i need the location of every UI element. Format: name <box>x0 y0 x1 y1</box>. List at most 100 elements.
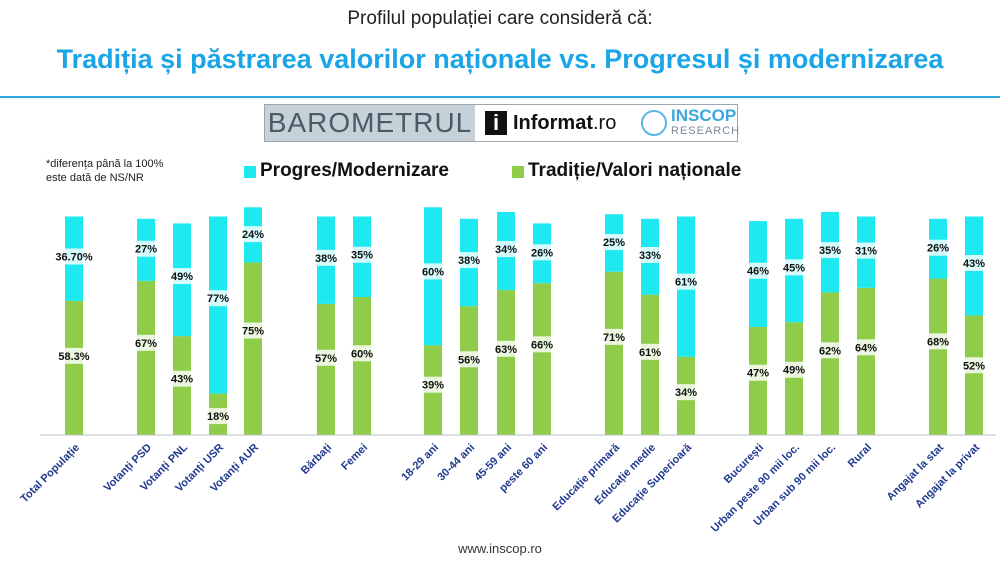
label-progress-7: 60% <box>419 263 447 280</box>
xtick-label-7: 18-29 ani <box>399 442 441 484</box>
label-progress-10: 26% <box>528 244 556 261</box>
label-progress-0-text: 36.70% <box>55 251 93 263</box>
label-tradition-7-text: 39% <box>422 380 444 392</box>
label-progress-11-bg <box>600 234 628 251</box>
label-progress-4-text: 24% <box>242 229 264 241</box>
label-tradition-18: 68% <box>924 333 952 350</box>
legend-swatch-progress <box>244 166 256 178</box>
label-tradition-0: 58.3% <box>53 347 95 364</box>
label-progress-8-bg <box>455 252 483 269</box>
bar-tradition-5 <box>317 303 335 435</box>
label-progress-5-bg <box>312 249 340 266</box>
label-progress-19: 43% <box>960 255 988 272</box>
label-tradition-11: 71% <box>600 328 628 345</box>
label-tradition-18-text: 68% <box>927 336 949 348</box>
label-tradition-13-text: 34% <box>675 387 697 399</box>
label-tradition-1-text: 67% <box>135 338 157 350</box>
bar-tradition-18 <box>929 278 947 435</box>
label-progress-18-text: 26% <box>927 243 949 255</box>
label-progress-10-text: 26% <box>531 247 553 259</box>
label-tradition-12: 61% <box>636 343 664 360</box>
informat-name: Informat <box>513 112 593 134</box>
bar-tradition-19 <box>965 315 983 435</box>
label-tradition-16-text: 62% <box>819 345 841 357</box>
label-tradition-12-bg <box>636 343 664 360</box>
label-tradition-16: 62% <box>816 342 844 359</box>
label-tradition-14-bg <box>744 364 772 381</box>
legend-swatch-tradition <box>512 166 524 178</box>
label-tradition-11-bg <box>600 328 628 345</box>
label-tradition-8-text: 56% <box>458 354 480 366</box>
bar-tradition-12 <box>641 294 659 435</box>
bar-tradition-8 <box>460 306 478 435</box>
label-progress-13-bg <box>672 273 700 290</box>
label-progress-16: 35% <box>816 242 844 259</box>
label-progress-14: 46% <box>744 262 772 279</box>
label-tradition-0-text: 58.3% <box>58 351 89 363</box>
label-progress-4: 24% <box>239 226 267 243</box>
label-progress-3-text: 77% <box>207 293 229 305</box>
label-progress-3-bg <box>204 290 232 307</box>
bar-tradition-11 <box>605 271 623 435</box>
label-progress-0: 36.70% <box>50 248 98 265</box>
label-progress-5-text: 38% <box>315 253 337 265</box>
chart-title: Tradiția și păstrarea valorilor național… <box>56 44 944 74</box>
label-tradition-7-bg <box>419 376 447 393</box>
label-tradition-0-bg <box>53 347 95 364</box>
label-tradition-10-bg <box>528 336 556 353</box>
label-tradition-5: 57% <box>312 349 340 366</box>
label-tradition-14-text: 47% <box>747 368 769 380</box>
xtick-label-8: 30-44 ani <box>435 442 477 484</box>
label-progress-5: 38% <box>312 249 340 266</box>
informat-suffix: .ro <box>593 112 617 134</box>
inscop-circle-icon <box>641 110 667 136</box>
xtick-label-12: Educație medie <box>593 442 659 508</box>
label-tradition-19-bg <box>960 357 988 374</box>
xtick-label-11: Educație primară <box>551 441 623 513</box>
label-progress-2-text: 49% <box>171 271 193 283</box>
label-tradition-3: 18% <box>204 408 232 425</box>
label-progress-9-bg <box>492 241 520 258</box>
label-progress-10-bg <box>528 244 556 261</box>
label-progress-17-bg <box>852 242 880 259</box>
label-tradition-15-bg <box>780 361 808 378</box>
label-tradition-15-text: 49% <box>783 365 805 377</box>
label-tradition-19: 52% <box>960 357 988 374</box>
label-progress-13-text: 61% <box>675 277 697 289</box>
label-progress-11: 25% <box>600 234 628 251</box>
bar-tradition-4 <box>244 262 262 435</box>
label-progress-19-text: 43% <box>963 258 985 270</box>
label-progress-6-text: 35% <box>351 250 373 262</box>
label-progress-14-bg <box>744 262 772 279</box>
label-tradition-5-bg <box>312 349 340 366</box>
legend-label-progress: Progres/Modernizare <box>260 160 449 181</box>
label-progress-1-bg <box>132 240 160 257</box>
label-progress-3: 77% <box>204 290 232 307</box>
label-tradition-14: 47% <box>744 364 772 381</box>
label-tradition-13-bg <box>672 384 700 401</box>
bar-tradition-9 <box>497 290 515 435</box>
label-tradition-17-text: 64% <box>855 342 877 354</box>
label-progress-11-text: 25% <box>603 237 625 249</box>
label-tradition-8-bg <box>455 351 483 368</box>
inscop-wordmark: INSCOP <box>671 106 737 125</box>
label-tradition-3-text: 18% <box>207 411 229 423</box>
label-progress-19-bg <box>960 255 988 272</box>
label-progress-13: 61% <box>672 273 700 290</box>
label-progress-9: 34% <box>492 241 520 258</box>
barometrul-logo: BAROMETRUL i Informat.ro INSCOP RESEARCH <box>264 104 739 142</box>
bar-tradition-16 <box>821 292 839 435</box>
label-tradition-18-bg <box>924 333 952 350</box>
label-tradition-7: 39% <box>419 376 447 393</box>
label-tradition-1-bg <box>132 334 160 351</box>
label-progress-16-bg <box>816 242 844 259</box>
label-progress-18-bg <box>924 239 952 256</box>
label-tradition-2-text: 43% <box>171 374 193 386</box>
label-progress-17-text: 31% <box>855 246 877 258</box>
label-tradition-3-bg <box>204 408 232 425</box>
label-tradition-17: 64% <box>852 339 880 356</box>
barometrul-wordmark: BAROMETRUL <box>265 105 475 141</box>
xtick-label-5: Bărbați <box>299 442 334 477</box>
label-progress-0-bg <box>50 248 98 265</box>
